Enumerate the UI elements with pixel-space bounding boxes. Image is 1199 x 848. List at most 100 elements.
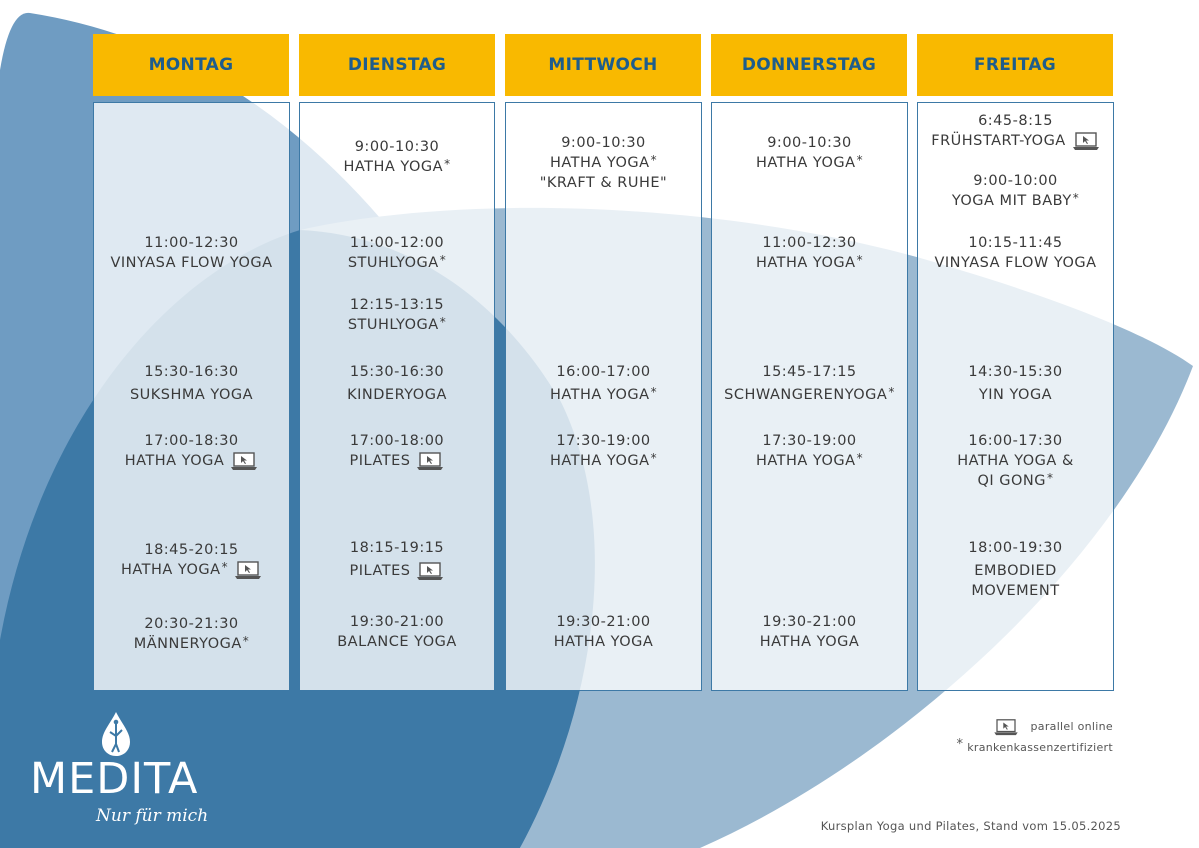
laptop-icon (234, 560, 262, 580)
day-label: DIENSTAG (347, 55, 447, 75)
class-time: 11:00-12:30 (762, 235, 857, 251)
laptop-icon (1072, 131, 1100, 151)
class-slot: 15:30-16:30 KINDERYOGA (300, 362, 494, 405)
class-time: 19:30-21:00 (762, 614, 857, 630)
class-name: HATHA YOGA* (549, 451, 658, 469)
column-thursday: 9:00-10:30 HATHA YOGA* 11:00-12:30 HATHA YO… (711, 102, 908, 691)
certified-star-icon: * (444, 157, 451, 171)
class-slot: 17:30-19:00 HATHA YOGA* (506, 431, 701, 471)
class-slot: 18:45-20:15 HATHA YOGA* (94, 540, 289, 580)
header-friday: FREITAG (917, 34, 1113, 96)
certified-star-icon: * (1072, 191, 1080, 205)
certified-star-icon: * (221, 560, 229, 574)
class-slot: 11:00-12:00 STUHLYOGA* (300, 233, 494, 273)
class-slot: 17:00-18:30 HATHA YOGA (94, 431, 289, 471)
class-slot: 12:15-13:15 STUHLYOGA* (300, 295, 494, 335)
laptop-icon (993, 718, 1019, 736)
class-name: HATHA YOGA* (755, 253, 864, 271)
day-label: MONTAG (148, 55, 234, 75)
class-name: YOGA MIT BABY* (951, 191, 1080, 209)
brand-tagline: Nur für mich (96, 806, 209, 826)
class-slot: 15:30-16:30 SUKSHMA YOGA (94, 362, 289, 405)
header-monday: MONTAG (93, 34, 289, 96)
class-name: HATHA YOGA* (755, 153, 864, 171)
class-time: 16:00-17:30 (968, 433, 1063, 449)
class-time: 19:30-21:00 (349, 614, 445, 630)
certified-star-icon: * (650, 153, 658, 167)
class-name: PILATES (300, 451, 494, 471)
medita-logo: MEDITA Nur für mich (30, 710, 210, 830)
legend-online: parallel online (987, 718, 1113, 736)
column-monday: 11:00-12:30 VINYASA FLOW YOGA 15:30-16:30 S… (93, 102, 290, 691)
class-name: HATHA YOGA* (549, 153, 658, 171)
class-slot: 20:30-21:30 MÄNNERYOGA* (94, 614, 289, 654)
class-time: 18:00-19:30 (968, 540, 1063, 556)
class-slot: 19:30-21:00 HATHA YOGA (506, 612, 701, 652)
class-slot: 11:00-12:30 VINYASA FLOW YOGA (94, 233, 289, 273)
class-slot: 6:45-8:15 FRÜHSTART-YOGA (918, 111, 1113, 151)
class-name: HATHA YOGA (94, 451, 289, 471)
class-time: 19:30-21:00 (556, 614, 651, 630)
legend-cert-label: krankenkassenzertifiziert (967, 741, 1113, 754)
class-time: 12:15-13:15 (349, 297, 445, 313)
column-tuesday: 9:00-10:30 HATHA YOGA* 11:00-12:00 STUHLYOG… (299, 102, 495, 691)
certified-star-icon: * (242, 634, 250, 648)
class-slot: 15:45-17:15 SCHWANGERENYOGA* (712, 362, 907, 405)
class-name: YIN YOGA (978, 387, 1053, 403)
class-time: 17:30-19:00 (762, 433, 857, 449)
class-name: MÄNNERYOGA* (133, 634, 250, 652)
class-name: SUKSHMA YOGA (129, 387, 254, 403)
class-name-extra: QI GONG* (977, 471, 1054, 489)
brand-name: MEDITA (30, 754, 199, 804)
certified-star-icon: * (1047, 471, 1054, 485)
header-wednesday: MITTWOCH (505, 34, 701, 96)
class-name: HATHA YOGA* (549, 385, 658, 403)
certified-star-icon: * (439, 315, 447, 329)
laptop-icon (230, 451, 258, 471)
class-slot: 11:00-12:30 HATHA YOGA* (712, 233, 907, 273)
certified-star-icon: * (888, 385, 895, 399)
certified-star-icon: * (856, 153, 864, 167)
class-slot: 19:30-21:00 BALANCE YOGA (300, 612, 494, 652)
class-time: 14:30-15:30 (968, 364, 1063, 380)
class-time: 15:30-16:30 (144, 364, 239, 380)
column-wednesday: 9:00-10:30 HATHA YOGA* "KRAFT & RUHE" 16:00… (505, 102, 702, 691)
legend-online-label: parallel online (1030, 720, 1113, 733)
class-slot: 18:15-19:15 PILATES (300, 538, 494, 581)
class-name: HATHA YOGA* (343, 157, 451, 175)
class-time: 9:00-10:30 (561, 135, 646, 151)
class-name: SCHWANGERENYOGA* (724, 385, 895, 403)
column-friday: 6:45-8:15 FRÜHSTART-YOGA 9:00-10:00 YOGA MI… (917, 102, 1114, 691)
laptop-icon (416, 561, 444, 581)
class-time: 17:00-18:30 (144, 433, 239, 449)
class-time: 6:45-8:15 (978, 113, 1053, 129)
class-slot: 16:00-17:00 HATHA YOGA* (506, 362, 701, 405)
class-name: EMBODIED (974, 563, 1057, 579)
star-icon: * (956, 737, 964, 752)
class-time: 11:00-12:00 (349, 235, 445, 251)
class-slot: 19:30-21:00 HATHA YOGA (712, 612, 907, 652)
class-slot: 9:00-10:30 HATHA YOGA* "KRAFT & RUHE" (506, 133, 701, 193)
day-label: FREITAG (973, 55, 1057, 75)
laptop-icon (416, 451, 444, 471)
class-name: HATHA YOGA* (94, 560, 289, 580)
certified-star-icon: * (439, 253, 447, 267)
class-time: 9:00-10:00 (973, 173, 1058, 189)
class-time: 18:15-19:15 (349, 540, 445, 556)
class-time: 16:00-17:00 (556, 364, 651, 380)
legend-certified: * krankenkassenzertifiziert (956, 737, 1113, 755)
class-name: HATHA YOGA & (957, 453, 1074, 469)
class-name: STUHLYOGA* (347, 253, 447, 271)
class-time: 11:00-12:30 (144, 235, 239, 251)
class-slot: 10:15-11:45 VINYASA FLOW YOGA (918, 233, 1113, 273)
class-slot: 9:00-10:00 YOGA MIT BABY* (918, 171, 1113, 211)
class-time: 9:00-10:30 (354, 139, 440, 155)
class-name: VINYASA FLOW YOGA (110, 255, 273, 271)
header-tuesday: DIENSTAG (299, 34, 495, 96)
class-slot: 9:00-10:30 HATHA YOGA* (300, 137, 494, 177)
class-name: VINYASA FLOW YOGA (934, 255, 1097, 271)
class-name: PILATES (300, 561, 494, 581)
class-time: 9:00-10:30 (767, 135, 852, 151)
class-slot: 17:00-18:00 PILATES (300, 431, 494, 471)
class-time: 17:30-19:00 (556, 433, 651, 449)
